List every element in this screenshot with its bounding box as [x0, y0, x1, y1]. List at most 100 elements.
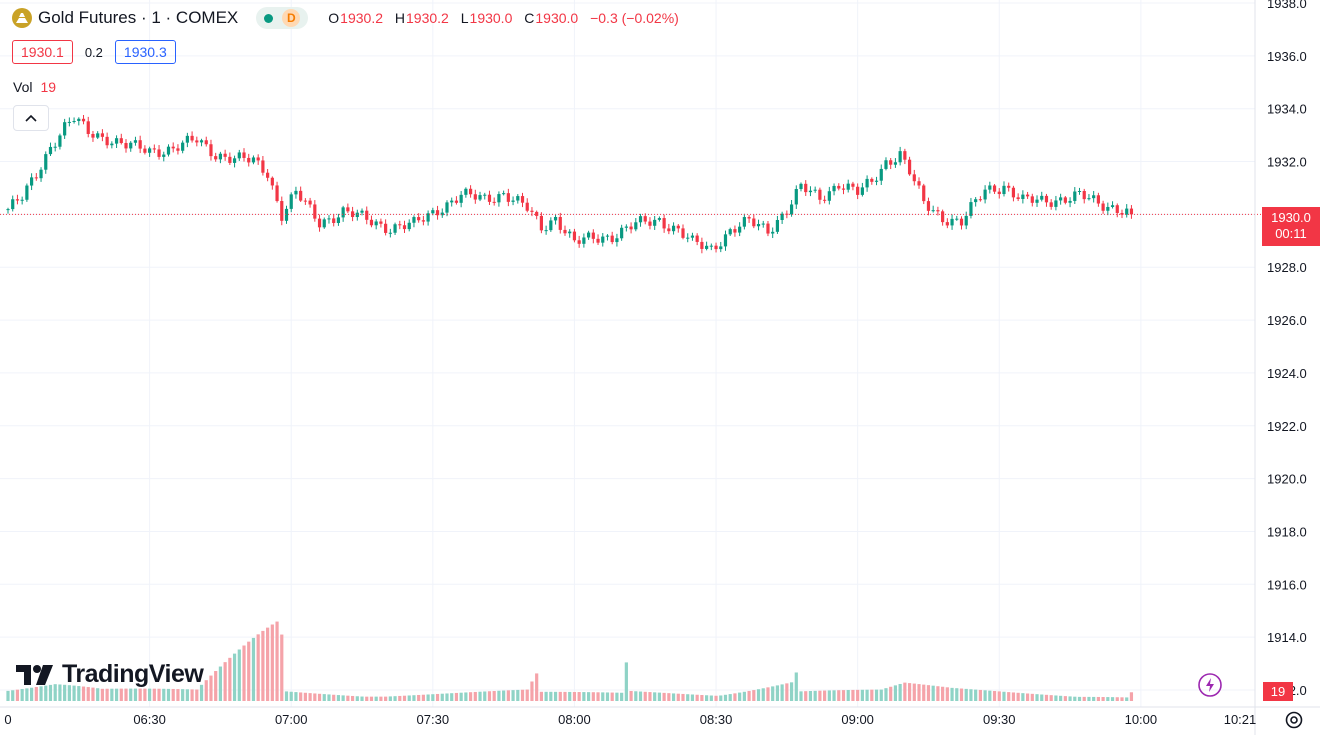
- tradingview-logo[interactable]: TradingView: [16, 660, 204, 689]
- candle: [502, 190, 506, 196]
- candle: [242, 148, 246, 162]
- candle-body: [700, 241, 704, 249]
- candle: [605, 234, 610, 241]
- settings-gear-icon[interactable]: [1283, 709, 1305, 731]
- volume-bar: [96, 688, 100, 701]
- volume-bar: [1025, 693, 1030, 701]
- volume-bar: [143, 688, 147, 701]
- volume-bar: [676, 693, 680, 701]
- candle-body: [1016, 197, 1020, 199]
- candle: [1129, 205, 1134, 219]
- candle-body: [723, 234, 728, 247]
- candle: [653, 215, 657, 230]
- candle-body: [402, 225, 407, 230]
- market-status-pill[interactable]: D: [256, 7, 309, 29]
- candle-body: [39, 169, 43, 179]
- candle-body: [917, 181, 921, 186]
- price-axis-label: 1922.0: [1267, 419, 1307, 434]
- lightning-icon[interactable]: [1197, 672, 1223, 698]
- candle: [884, 157, 888, 171]
- candle-body: [818, 189, 822, 200]
- candle-body: [662, 218, 666, 229]
- volume-bar: [379, 696, 383, 701]
- candle-body: [468, 188, 473, 195]
- volume-bar: [558, 691, 562, 701]
- candle-body: [58, 135, 62, 147]
- volume-bar: [114, 688, 119, 701]
- volume-bar: [124, 688, 128, 701]
- candle-body: [72, 121, 76, 123]
- candle-body: [705, 245, 709, 249]
- volume-bar: [360, 696, 364, 701]
- candle: [228, 152, 232, 165]
- volume-bar: [289, 691, 293, 701]
- volume-bar: [832, 690, 836, 701]
- volume-bar: [214, 671, 218, 701]
- candle-body: [851, 183, 855, 187]
- price-axis-label: 1928.0: [1267, 260, 1307, 275]
- volume-bar: [483, 691, 487, 701]
- candle: [766, 220, 770, 237]
- volume-bar: [502, 690, 506, 701]
- candle: [435, 205, 440, 220]
- candle: [407, 219, 411, 232]
- candle: [936, 206, 940, 216]
- symbol-title[interactable]: Gold Futures · 1 · COMEX: [38, 8, 239, 27]
- candle-body: [1073, 191, 1077, 201]
- volume-bar: [369, 696, 374, 701]
- volume-bar: [129, 688, 133, 701]
- volume-bar: [530, 681, 534, 701]
- bar-countdown: 00:11: [1275, 226, 1307, 241]
- candle-body: [752, 218, 756, 227]
- volume-legend[interactable]: Vol 19: [13, 79, 56, 95]
- candle: [148, 146, 152, 157]
- volume-bars: [6, 621, 1134, 701]
- candle: [214, 152, 218, 162]
- volume-bar: [827, 690, 831, 701]
- buy-button[interactable]: 1930.3: [114, 40, 176, 64]
- candle: [492, 197, 496, 206]
- candle: [162, 151, 166, 162]
- candle: [398, 220, 402, 230]
- volume-bar: [1077, 696, 1082, 701]
- candle-body: [417, 217, 421, 221]
- time-axis: 0 06:30 07:00 07:30 08:00 08:30 09:00 09:30 10:0…: [0, 706, 1320, 727]
- candle-body: [969, 202, 973, 216]
- candle: [355, 209, 359, 221]
- candle: [926, 197, 931, 216]
- volume-bar: [398, 695, 402, 701]
- candle: [893, 158, 898, 168]
- candle-body: [497, 194, 501, 203]
- volume-bar: [44, 685, 48, 701]
- candle-body: [535, 211, 539, 216]
- volume-bar: [1054, 695, 1058, 701]
- candle: [804, 180, 808, 196]
- collapse-legend-button[interactable]: [13, 105, 49, 131]
- volume-bar: [105, 688, 109, 701]
- volume-bar: [1044, 694, 1049, 701]
- candle-body: [256, 157, 260, 161]
- volume-bar: [553, 691, 558, 701]
- volume-bar: [794, 672, 798, 701]
- candle: [445, 200, 449, 217]
- volume-bar: [922, 684, 926, 701]
- candle: [1106, 202, 1110, 216]
- sell-button[interactable]: 1930.1: [12, 40, 73, 64]
- candle-body: [1101, 203, 1105, 211]
- volume-bar: [752, 690, 756, 701]
- candle-body: [1030, 196, 1034, 203]
- volume-bar: [771, 686, 775, 701]
- candle: [247, 153, 251, 167]
- gold-symbol-icon[interactable]: [12, 8, 32, 28]
- candle: [705, 241, 709, 251]
- candle-body: [1002, 185, 1006, 195]
- candle: [237, 149, 241, 161]
- candle: [516, 194, 520, 204]
- volume-bar: [714, 695, 718, 701]
- volume-bar: [1073, 696, 1077, 701]
- volume-bar: [454, 692, 459, 701]
- candle-body: [846, 183, 850, 190]
- candle-body: [1096, 195, 1100, 204]
- candle: [6, 207, 10, 214]
